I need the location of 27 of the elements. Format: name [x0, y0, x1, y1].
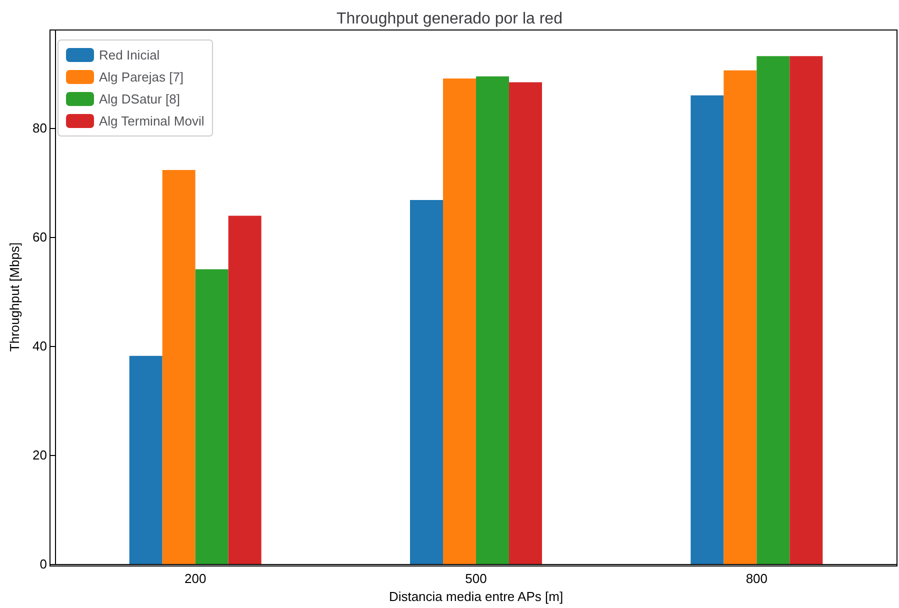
x-tick-label: 800: [746, 571, 768, 586]
x-tick-label: 200: [184, 571, 206, 586]
bar: [476, 76, 509, 564]
bar: [443, 78, 476, 564]
y-tick-label: 60: [32, 230, 47, 245]
bar: [228, 216, 262, 564]
y-tick-label: 40: [32, 338, 47, 354]
x-tick-label: 500: [465, 571, 487, 586]
x-axis-title: Distancia media entre APs [m]: [388, 589, 564, 604]
bar: [724, 70, 757, 564]
y-tick-label: 80: [32, 120, 47, 136]
chart-title: Throughput generado por la red: [336, 10, 562, 28]
legend-label: Red Inicial: [99, 48, 160, 62]
bar: [129, 356, 162, 564]
legend-label: Alg Terminal Movil: [99, 114, 204, 128]
bar: [790, 56, 823, 564]
legend-label: Alg DSatur [8]: [99, 92, 180, 106]
bar: [756, 56, 790, 564]
bar: [162, 170, 196, 564]
y-tick-label: 0: [40, 556, 47, 572]
bar: [690, 95, 724, 564]
y-tick-label: 20: [32, 448, 47, 463]
y-axis-title: Throughput [Mbps]: [7, 242, 22, 352]
legend-label: Alg Parejas [7]: [99, 70, 184, 84]
bar: [195, 269, 228, 564]
bar: [410, 200, 443, 564]
bar: [509, 82, 542, 564]
